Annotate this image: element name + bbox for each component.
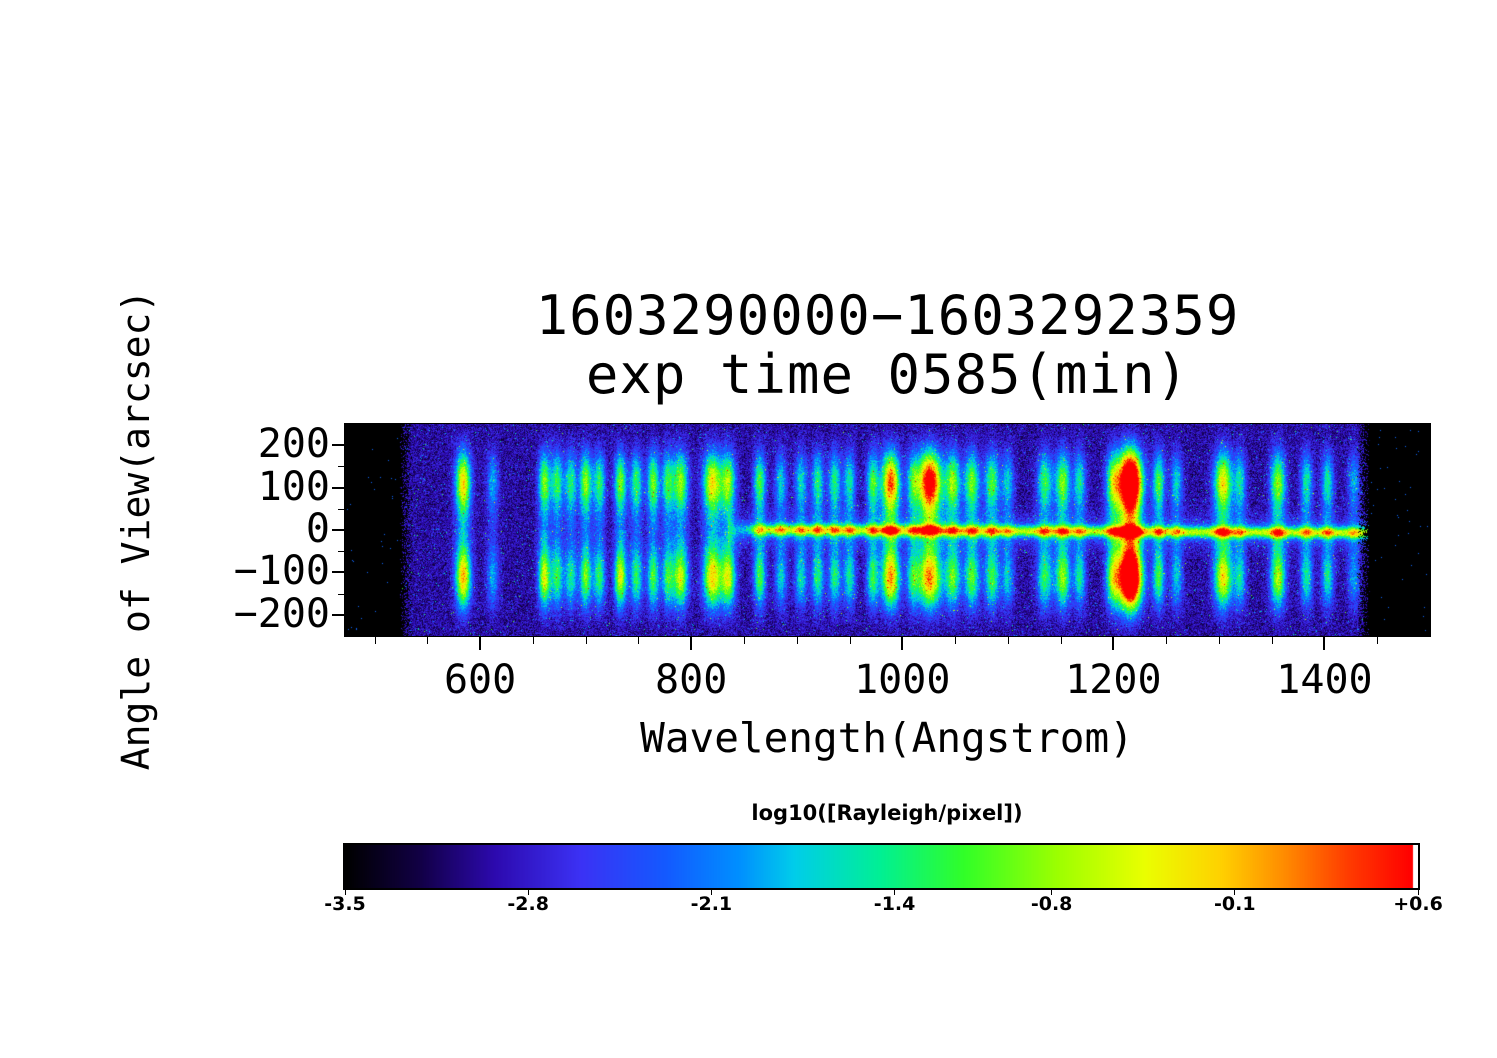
x-axis-minor-tick (1218, 637, 1220, 644)
x-axis-major-tick (690, 637, 693, 650)
colorbar-tick-label: -0.8 (1030, 893, 1073, 915)
x-tick-label: 1000 (854, 657, 951, 703)
colorbar-tick (1417, 890, 1419, 895)
x-axis-minor-tick (849, 637, 851, 644)
x-axis-minor-tick (1060, 637, 1062, 644)
x-tick-label: 600 (443, 657, 517, 703)
x-axis-major-tick (1112, 637, 1115, 650)
plot-title-line1: 1603290000−1603292359 (535, 284, 1240, 347)
y-tick-label: 100 (257, 463, 330, 510)
y-axis-minor-tick (338, 593, 345, 595)
x-axis-minor-tick (743, 637, 745, 644)
x-axis-minor-tick (427, 637, 429, 644)
colorbar-tick (710, 890, 712, 895)
x-axis-minor-tick (1166, 637, 1168, 644)
x-axis-minor-tick (532, 637, 534, 644)
colorbar-tick-label: -2.8 (507, 893, 549, 915)
colorbar-tick (527, 890, 529, 895)
y-axis-minor-tick (338, 551, 345, 553)
colorbar-tick-label: -3.5 (324, 893, 366, 915)
colorbar-tick-label: -1.4 (873, 893, 916, 915)
x-axis-minor-tick (1271, 637, 1273, 644)
colorbar-tick-label: +0.6 (1393, 893, 1443, 915)
y-tick-label: −100 (233, 548, 330, 595)
x-axis-minor-tick (1377, 637, 1379, 644)
x-axis-major-tick (901, 637, 904, 650)
colorbar-tick-label: -0.1 (1214, 893, 1256, 915)
x-axis-major-tick (1323, 637, 1326, 650)
colorbar-tick-label: -2.1 (690, 893, 733, 915)
y-axis-minor-tick (338, 466, 345, 468)
colorbar-tick (1051, 890, 1053, 895)
y-tick-label: 0 (305, 506, 330, 553)
x-axis-minor-tick (955, 637, 957, 644)
x-axis-minor-tick (374, 637, 376, 644)
y-axis-major-tick (332, 486, 345, 489)
x-axis-minor-tick (796, 637, 798, 644)
x-axis-title: Wavelength(Angstrom) (640, 714, 1134, 762)
y-axis-minor-tick (338, 508, 345, 510)
y-axis-major-tick (332, 571, 345, 574)
x-tick-label: 1200 (1065, 657, 1162, 703)
colorbar-tick (344, 890, 346, 895)
spectral-image (344, 423, 1431, 637)
y-axis-major-tick (332, 444, 345, 447)
y-tick-label: 200 (257, 421, 330, 468)
x-axis-minor-tick (1007, 637, 1009, 644)
y-axis-title: Angle of View(arcsec) (114, 289, 158, 771)
y-axis-major-tick (332, 529, 345, 531)
x-axis-major-tick (479, 637, 482, 650)
colorbar-tick (1234, 890, 1236, 895)
y-tick-label: −200 (233, 590, 330, 637)
y-axis-major-tick (332, 613, 345, 616)
x-tick-label: 1400 (1276, 657, 1373, 703)
colorbar-tick (894, 890, 896, 895)
x-axis-minor-tick (585, 637, 587, 644)
colorbar-title: log10([Rayleigh/pixel]) (751, 801, 1023, 825)
x-axis-minor-tick (638, 637, 640, 644)
x-tick-label: 800 (655, 657, 728, 703)
plot-title-line2: exp time 0585(min) (585, 343, 1190, 406)
colorbar-gradient (343, 843, 1420, 890)
